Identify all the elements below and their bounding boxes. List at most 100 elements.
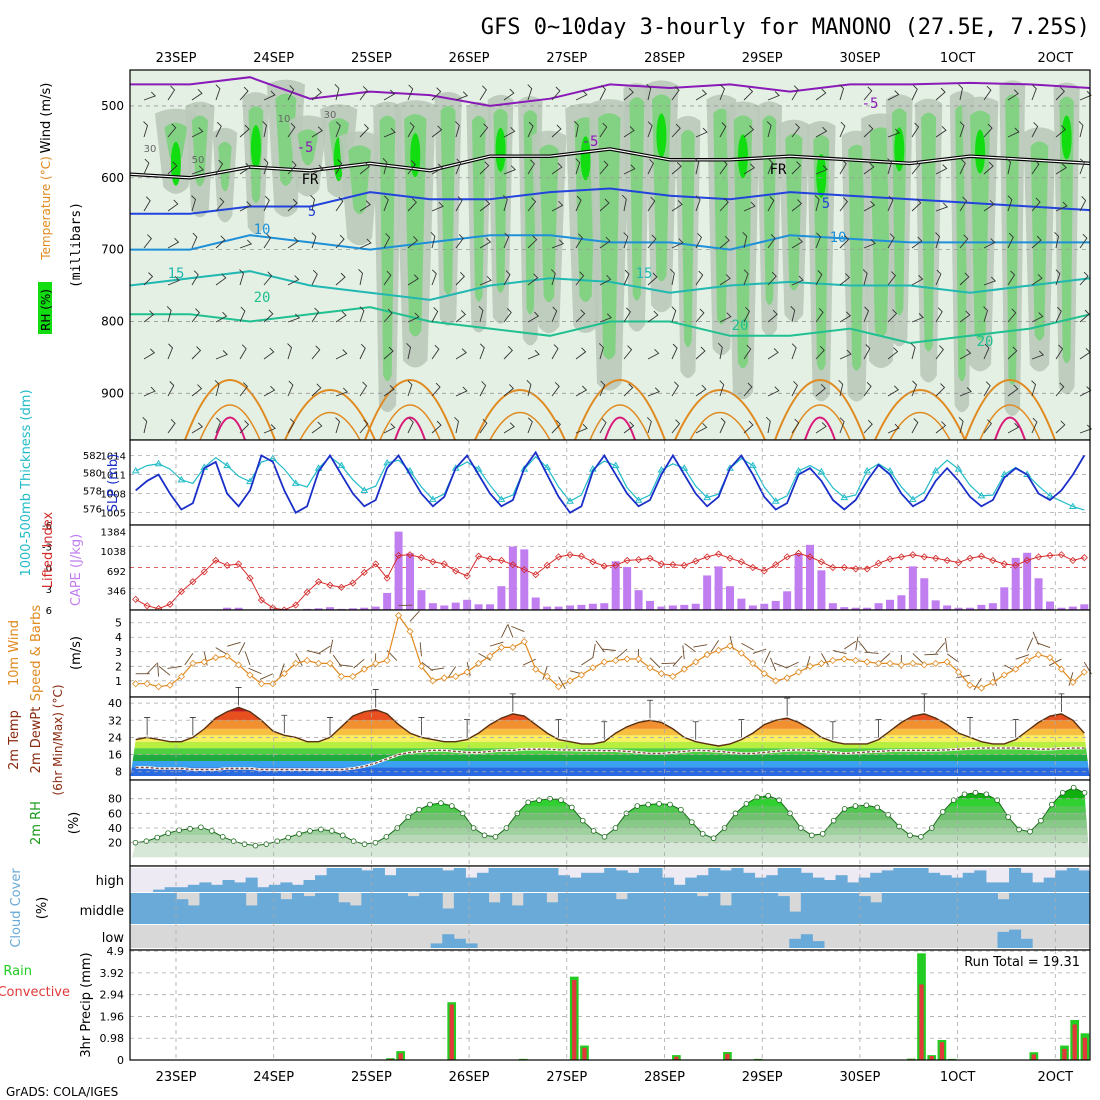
wind-speed-marker — [520, 638, 528, 646]
cloud-middle-bar — [928, 893, 941, 924]
wind-barb — [767, 158, 774, 175]
surface-wind-barb — [1026, 637, 1034, 651]
surface-wind-barb — [522, 658, 536, 666]
cloud-high-bar — [985, 882, 998, 892]
cloud-high-bar — [847, 882, 860, 892]
cloud-middle-bar — [604, 893, 617, 924]
rh-shade-green — [848, 144, 865, 371]
cloud-middle-bar — [407, 896, 420, 924]
cape-bar — [1068, 606, 1077, 610]
lifted-index-marker — [875, 559, 883, 567]
rh-marker — [1070, 784, 1077, 791]
cape-bar — [863, 607, 872, 610]
wind-barb — [838, 379, 844, 397]
wind-speed-marker — [463, 668, 471, 676]
wind-barb — [695, 346, 706, 360]
wind-barb — [479, 381, 487, 397]
cloud-high-bar — [812, 877, 825, 892]
cape-bar — [726, 586, 734, 610]
wind-barb — [719, 122, 727, 138]
rh-marker — [579, 817, 586, 824]
wind-barb — [479, 123, 489, 138]
rh-contour-label: 50 — [192, 155, 205, 166]
x-date-top: 2OCT — [1038, 51, 1074, 66]
lifted-index-marker — [452, 567, 460, 575]
wind-barb — [335, 196, 344, 212]
cloud-high-bar — [326, 868, 339, 892]
cloud-high-bar — [974, 870, 987, 892]
wind-barb — [719, 274, 731, 286]
cloud-middle-bar — [662, 893, 675, 924]
wind-barb — [1031, 122, 1039, 138]
rh-marker — [329, 828, 335, 834]
isotherm-35 — [604, 416, 636, 441]
cloud-middle-bar — [326, 893, 339, 924]
rh-marker — [427, 801, 433, 808]
rh-marker — [1005, 814, 1011, 820]
cloud-high-bar — [419, 868, 432, 892]
wind-barb — [455, 272, 465, 286]
wind-barb — [167, 418, 176, 434]
cloud-middle-bar — [488, 902, 501, 924]
wind-barb — [863, 200, 876, 212]
lifted-index-marker — [372, 560, 380, 568]
wind-speed-marker — [155, 683, 163, 691]
wind-barb — [1079, 90, 1092, 101]
wind-barb — [455, 91, 469, 101]
slp-y-tick: 1005 — [101, 509, 126, 520]
cape-bar — [851, 607, 860, 610]
wind-barb — [647, 387, 661, 397]
wind-barb — [743, 344, 752, 360]
cape-bar — [543, 606, 552, 610]
surface-wind-barb — [215, 647, 228, 656]
cloud-high-bar — [222, 880, 235, 892]
wind-barb — [815, 126, 828, 138]
wind-barb — [239, 162, 251, 175]
wind-barb — [527, 197, 537, 212]
wind-barb — [719, 84, 726, 101]
wind-speed-marker — [440, 674, 448, 682]
lifted-index-marker — [783, 553, 791, 561]
lifted-index-marker — [589, 558, 597, 566]
rh-marker — [667, 801, 673, 808]
cloud-middle-bar — [268, 893, 281, 924]
wind-barb — [1007, 89, 1019, 101]
lifted-index-marker — [497, 556, 505, 564]
rh-contour-label: 10 — [278, 114, 291, 125]
isotherm-label: 10 — [254, 222, 271, 238]
wind-barb — [743, 269, 749, 286]
wind-barb — [1055, 269, 1061, 286]
cape-bar — [874, 603, 883, 610]
cloud-middle-bar — [176, 899, 189, 924]
cape-bar — [931, 600, 940, 610]
cloud-middle-bar — [1043, 893, 1056, 924]
precip-convective-bar — [919, 984, 924, 1060]
wind-barb — [551, 86, 561, 101]
wind-speed-marker — [1046, 654, 1054, 662]
cloud-low-bar — [1020, 938, 1033, 948]
wind-barb — [767, 271, 777, 286]
cloud-middle-bar — [419, 893, 432, 924]
lifted-index-marker — [543, 561, 551, 569]
dewpoint-line — [135, 747, 1085, 771]
wind-barb — [263, 271, 273, 286]
lifted-index-marker — [1057, 551, 1065, 559]
wind-speed-marker — [1000, 671, 1008, 679]
isotherm-30 — [299, 411, 361, 441]
wind-barb — [383, 423, 396, 434]
wind-barb — [191, 270, 199, 286]
wind-barb — [887, 233, 895, 249]
wind-barb — [310, 194, 315, 212]
precip-convective-bar — [674, 1056, 679, 1060]
surface-wind-barb — [684, 643, 696, 653]
isotherm-label: FR — [302, 172, 319, 188]
cloud-high-bar — [569, 877, 582, 892]
cloud-high-bar — [153, 889, 166, 892]
wind-speed-marker — [429, 677, 437, 685]
wind-ylabel: 10m Wind — [7, 620, 22, 686]
rh-marker — [765, 792, 771, 799]
rh-marker — [874, 804, 881, 811]
wind-barb — [263, 309, 274, 323]
temp-y-tick: 32 — [108, 714, 122, 727]
rh-marker — [656, 800, 662, 807]
